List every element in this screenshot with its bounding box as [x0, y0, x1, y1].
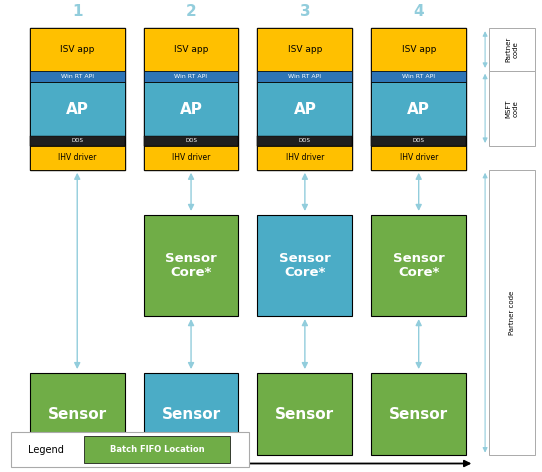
Bar [371, 28, 466, 71]
Text: Win RT API: Win RT API [402, 74, 435, 79]
Bar [144, 71, 238, 82]
Bar [371, 28, 466, 170]
Bar [489, 28, 535, 71]
Bar [144, 146, 238, 170]
Bar [144, 136, 238, 146]
Text: IHV driver: IHV driver [399, 153, 438, 162]
Text: Win RT API: Win RT API [61, 74, 94, 79]
Text: IHV driver: IHV driver [172, 153, 210, 162]
Text: Sensor
Core*: Sensor Core* [165, 252, 217, 279]
Text: 3: 3 [300, 4, 310, 19]
Bar [30, 82, 125, 136]
Text: Win RT API: Win RT API [175, 74, 208, 79]
Text: AP: AP [179, 101, 203, 117]
Text: Legend: Legend [28, 445, 64, 455]
Bar [257, 136, 352, 146]
Text: Sensor: Sensor [389, 407, 448, 421]
Bar [257, 215, 352, 316]
Bar [371, 82, 466, 136]
Bar [11, 432, 249, 467]
Bar [489, 170, 535, 455]
Text: Sensor: Sensor [48, 407, 107, 421]
Text: AP: AP [407, 101, 430, 117]
Bar [371, 136, 466, 146]
Bar [257, 71, 352, 82]
Text: AP: AP [66, 101, 89, 117]
Bar [30, 373, 125, 455]
Text: DDS: DDS [412, 138, 425, 143]
Text: DDS: DDS [299, 138, 311, 143]
Text: Win RT API: Win RT API [288, 74, 321, 79]
Text: ISV app: ISV app [174, 45, 208, 54]
Text: IHV driver: IHV driver [58, 153, 96, 162]
Text: Sensor: Sensor [275, 407, 334, 421]
Text: MSFT
code: MSFT code [506, 99, 518, 118]
Bar [144, 28, 238, 71]
Text: 4: 4 [414, 4, 424, 19]
Bar [30, 136, 125, 146]
Bar [371, 146, 466, 170]
Text: AP: AP [293, 101, 317, 117]
Text: Partner code: Partner code [509, 291, 515, 335]
Bar [84, 436, 230, 463]
Bar [371, 373, 466, 455]
Bar [257, 146, 352, 170]
Bar [144, 28, 238, 170]
Text: Partner
code: Partner code [506, 37, 518, 62]
Bar [371, 71, 466, 82]
Bar [30, 146, 125, 170]
Bar [257, 373, 352, 455]
Text: DDS: DDS [71, 138, 83, 143]
Bar [257, 28, 352, 170]
Bar [30, 71, 125, 82]
Text: ISV app: ISV app [288, 45, 322, 54]
Bar [489, 71, 535, 146]
Bar [257, 28, 352, 71]
Bar [144, 373, 238, 455]
Bar [144, 215, 238, 316]
Text: DDS: DDS [185, 138, 197, 143]
Text: ISV app: ISV app [60, 45, 94, 54]
Bar [257, 82, 352, 136]
Bar [30, 28, 125, 170]
Bar [144, 82, 238, 136]
Text: Batch FIFO Location: Batch FIFO Location [110, 445, 204, 454]
Text: Sensor: Sensor [162, 407, 221, 421]
Bar [30, 28, 125, 71]
Text: Sensor
Core*: Sensor Core* [279, 252, 331, 279]
Bar [371, 215, 466, 316]
Text: Sensor
Core*: Sensor Core* [393, 252, 444, 279]
Text: IHV driver: IHV driver [286, 153, 324, 162]
Text: 1: 1 [72, 4, 82, 19]
Text: ISV app: ISV app [402, 45, 436, 54]
Text: 2: 2 [186, 4, 196, 19]
